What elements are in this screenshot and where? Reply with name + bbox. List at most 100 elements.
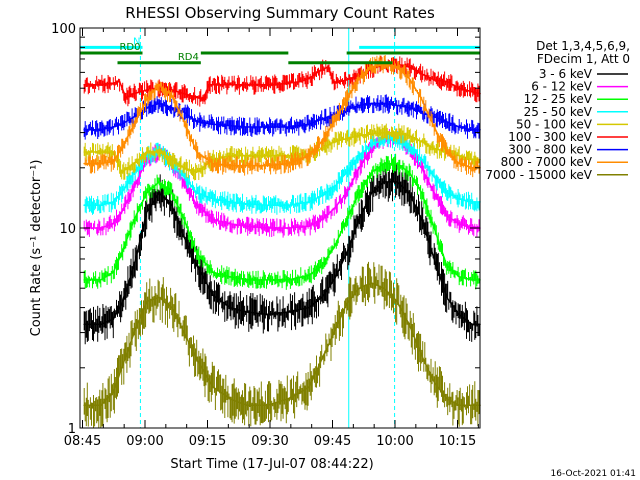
data-point-0-1	[100, 323, 102, 326]
data-point-7-18	[345, 98, 348, 101]
data-point-0-7	[170, 204, 173, 206]
data-point-5-10	[195, 96, 198, 99]
data-point-7-28	[470, 167, 473, 169]
data-point-5-6	[145, 89, 148, 91]
data-point-4-4	[133, 162, 135, 165]
data-point-1-19	[358, 167, 361, 169]
data-point-8-22	[395, 300, 398, 303]
data-point-8-5	[145, 300, 148, 303]
data-point-6-20	[370, 102, 373, 105]
series-line-1	[84, 137, 480, 229]
legend-entry-label-2: 12 - 25 keV	[524, 92, 593, 106]
data-point-2-20	[370, 171, 373, 173]
data-point-5-5	[133, 92, 135, 95]
data-point-7-20	[370, 66, 373, 68]
data-point-1-12	[245, 225, 248, 228]
data-point-8-23	[408, 323, 411, 326]
data-point-3-23	[408, 144, 411, 146]
series-line-0	[84, 181, 480, 326]
data-point-8-11	[229, 398, 231, 400]
data-point-5-24	[358, 74, 361, 77]
data-point-5-20	[316, 71, 319, 74]
data-point-0-6	[158, 192, 160, 194]
data-point-5-13	[220, 84, 223, 86]
series-line-2	[84, 162, 480, 281]
data-point-6-7	[170, 106, 173, 109]
data-point-6-9	[195, 120, 198, 123]
data-point-6-18	[345, 109, 348, 111]
data-point-0-3	[120, 302, 123, 305]
data-point-5-23	[345, 79, 348, 81]
data-point-4-2	[112, 151, 115, 153]
data-point-5-16	[270, 84, 273, 86]
data-point-5-33	[470, 91, 473, 93]
data-point-6-11	[229, 124, 231, 127]
legend-entry-label-8: 7000 - 15000 keV	[485, 168, 592, 182]
data-point-2-3	[120, 252, 123, 254]
data-point-4-7	[170, 158, 173, 161]
data-point-2-11	[229, 276, 231, 278]
data-point-7-13	[266, 164, 269, 167]
data-point-8-16	[320, 358, 323, 361]
data-point-5-31	[445, 80, 448, 83]
data-point-2-27	[458, 276, 461, 278]
data-point-4-24	[420, 140, 423, 143]
data-point-7-17	[333, 120, 336, 123]
data-point-4-12	[245, 154, 248, 157]
data-point-2-10	[212, 271, 215, 274]
data-point-1-5	[145, 158, 148, 161]
data-point-7-4	[133, 123, 135, 126]
data-point-6-8	[183, 111, 185, 113]
data-point-1-2	[112, 223, 115, 225]
data-point-4-23	[408, 134, 411, 137]
data-point-4-11	[229, 154, 231, 157]
data-point-5-28	[408, 66, 411, 68]
chart-title: RHESSI Observing Summary Count Rates	[125, 4, 435, 22]
data-point-7-26	[445, 151, 448, 153]
x-tick-label-3: 09:30	[251, 434, 288, 449]
data-point-7-2	[112, 160, 115, 163]
data-point-2-16	[320, 264, 323, 267]
data-point-3-13	[266, 204, 269, 206]
data-point-3-12	[245, 203, 248, 205]
data-point-5-32	[458, 87, 461, 89]
data-point-6-5	[145, 106, 148, 109]
data-point-2-2	[112, 271, 115, 274]
data-point-6-3	[120, 123, 123, 126]
data-point-4-10	[212, 158, 215, 161]
data-point-1-18	[345, 192, 348, 194]
data-point-7-3	[120, 147, 123, 150]
series-0	[83, 162, 481, 345]
data-point-8-0	[83, 404, 85, 407]
legend-entry-label-6: 300 - 800 keV	[508, 143, 592, 157]
flag-bar-label-2: RD4	[178, 52, 199, 63]
data-point-2-8	[183, 218, 185, 221]
axes: 08:45 09:00 09:15 09:30 09:45 10:00 10:15 1 10 10…	[51, 22, 481, 449]
data-point-2-1	[100, 279, 102, 281]
data-point-4-8	[183, 167, 185, 169]
x-tick-label-4: 09:45	[314, 434, 351, 449]
data-point-8-2	[112, 392, 115, 394]
data-point-3-16	[320, 194, 323, 197]
data-point-5-11	[202, 98, 204, 101]
data-point-2-5	[145, 192, 148, 194]
data-point-6-12	[245, 126, 248, 128]
data-point-1-8	[183, 181, 185, 183]
data-point-7-22	[395, 66, 398, 68]
legend-entry-label-5: 100 - 300 keV	[508, 130, 592, 144]
data-point-1-4	[133, 186, 135, 188]
data-point-0-22	[395, 181, 398, 183]
data-point-6-24	[420, 111, 423, 113]
data-point-2-17	[333, 246, 336, 249]
series-line-7	[84, 63, 480, 169]
data-point-3-8	[183, 176, 185, 178]
data-point-1-15	[308, 225, 311, 228]
data-point-1-26	[445, 215, 448, 217]
data-point-5-17	[287, 82, 290, 84]
data-point-8-24	[420, 354, 423, 357]
data-point-7-10	[212, 162, 215, 165]
y-axis-label: Count Rate (s⁻¹ detector⁻¹)	[29, 160, 44, 337]
data-point-1-11	[229, 223, 231, 225]
series-line-4	[84, 131, 480, 174]
